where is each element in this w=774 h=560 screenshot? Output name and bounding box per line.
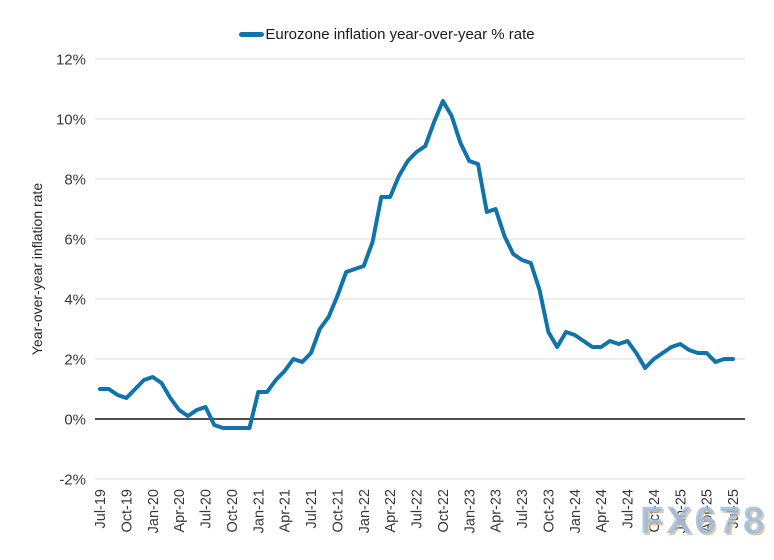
x-tick-label: Jan-24 <box>568 489 584 533</box>
x-tick-label: Oct-19 <box>119 489 135 533</box>
x-tick-label: Jul-20 <box>199 489 215 529</box>
y-axis-title: Year-over-year inflation rate <box>29 182 45 356</box>
x-tick-label: Jan-23 <box>462 489 478 533</box>
x-tick-label: Apr-25 <box>700 489 716 533</box>
x-tick-label: Apr-23 <box>489 489 505 533</box>
y-tick-label: 6% <box>64 231 86 248</box>
x-tick-label: Jul-22 <box>410 489 426 529</box>
y-tick-label: 2% <box>64 351 86 368</box>
y-tick-label: 0% <box>64 411 86 428</box>
y-tick-label: 8% <box>64 171 86 188</box>
y-tick-label: 4% <box>64 291 86 308</box>
x-tick-label: Oct-24 <box>647 489 663 533</box>
x-tick-label: Jan-21 <box>251 489 267 533</box>
inflation-line <box>98 99 735 430</box>
y-tick-label: 10% <box>56 111 86 128</box>
x-tick-label: Apr-20 <box>172 489 188 533</box>
x-tick-label: Oct-21 <box>330 489 346 533</box>
x-tick-label: Jul-21 <box>304 489 320 529</box>
x-tick-label: Jul-19 <box>93 489 109 529</box>
x-tick-label: Oct-22 <box>436 489 452 533</box>
x-tick-label: Oct-20 <box>225 489 241 533</box>
x-tick-label: Apr-21 <box>278 489 294 533</box>
x-tick-label: Jan-20 <box>146 489 162 533</box>
x-tick-label: Apr-22 <box>383 489 399 533</box>
x-tick-label: Oct-23 <box>541 489 557 533</box>
x-tick-label: Jan-22 <box>357 489 373 533</box>
chart-legend: Eurozone inflation year-over-year % rate <box>0 25 774 43</box>
x-tick-label: Jul-23 <box>515 489 531 529</box>
x-tick-label: Jul-25 <box>726 489 742 529</box>
x-tick-label: Jul-24 <box>621 489 637 529</box>
x-tick-label: Jan-25 <box>673 489 689 533</box>
legend-line-swatch <box>239 31 265 37</box>
y-tick-label: -2% <box>59 471 86 488</box>
x-tick-label: Apr-24 <box>594 489 610 533</box>
legend-label: Eurozone inflation year-over-year % rate <box>265 25 535 43</box>
y-tick-label: 12% <box>56 51 86 68</box>
